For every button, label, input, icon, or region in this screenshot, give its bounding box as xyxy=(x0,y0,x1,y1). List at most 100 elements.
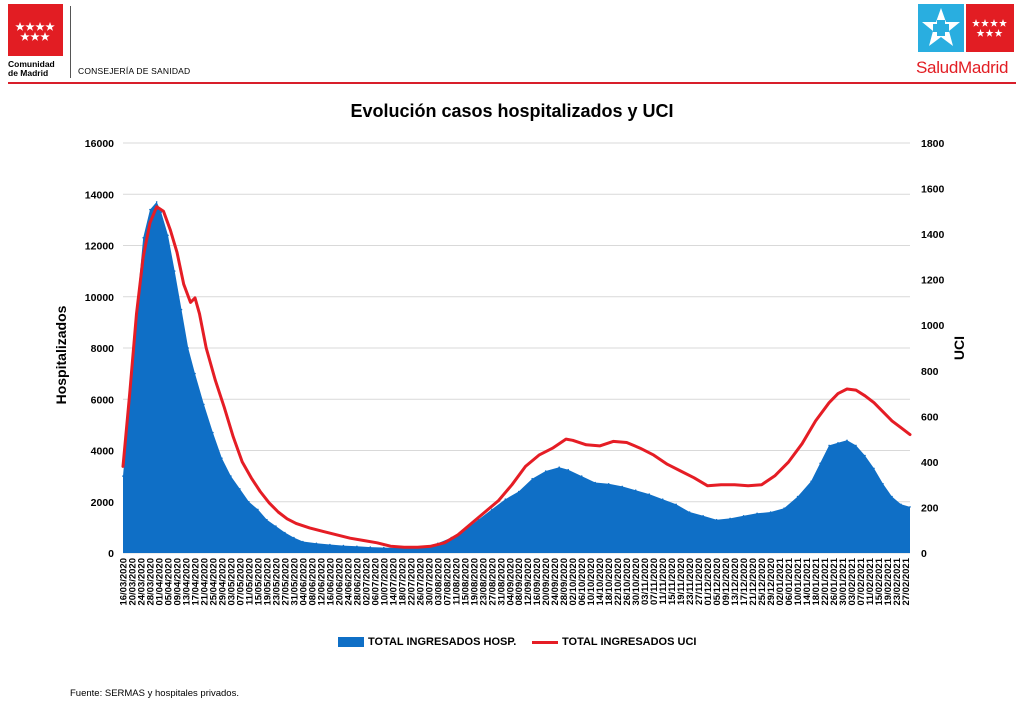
uci-point xyxy=(403,546,405,549)
hosp-point xyxy=(203,403,205,406)
hosp-point xyxy=(142,237,144,239)
uci-point xyxy=(470,522,473,525)
hosp-point xyxy=(729,517,731,520)
uci-point xyxy=(666,463,668,466)
x-tick-label: 16/09/2020 xyxy=(532,558,543,606)
y-tick-label: 8000 xyxy=(91,343,115,355)
hosp-point xyxy=(688,511,691,513)
x-tick-label: 23/08/2020 xyxy=(478,558,489,606)
uci-point xyxy=(900,426,902,429)
uci-point xyxy=(497,499,500,502)
hosp-point xyxy=(239,488,241,490)
uci-point xyxy=(169,228,171,231)
uci-point xyxy=(259,490,262,493)
brand-part2: Madrid xyxy=(957,58,1009,77)
x-tick-label: 11/11/2020 xyxy=(658,558,669,605)
hosp-point xyxy=(567,468,569,471)
uci-point xyxy=(223,406,225,409)
x-tick-label: 08/06/2020 xyxy=(307,558,318,606)
x-tick-label: 27/02/2021 xyxy=(901,557,912,605)
uci-point xyxy=(612,440,614,443)
hosp-point xyxy=(715,518,718,521)
x-tick-label: 06/01/2021 xyxy=(784,557,795,605)
x-tick-label: 19/08/2020 xyxy=(469,558,480,606)
x-tick-label: 02/01/2021 xyxy=(775,557,786,605)
uci-point xyxy=(155,206,158,208)
hosp-point xyxy=(517,490,520,493)
hosp-point xyxy=(275,525,277,527)
y-tick-label: 12000 xyxy=(85,241,114,253)
hosp-point xyxy=(594,481,596,484)
x-tick-label: 06/07/2020 xyxy=(370,558,381,606)
x-tick-label: 05/04/2020 xyxy=(163,558,174,606)
hosp-point xyxy=(212,431,214,434)
x-tick-label: 14/01/2021 xyxy=(802,557,813,605)
x-tick-label: 23/11/2020 xyxy=(685,558,696,605)
hosp-point xyxy=(230,475,232,477)
uci-point xyxy=(430,545,432,547)
hosp-point xyxy=(491,508,493,511)
uci-point xyxy=(182,283,185,286)
uci-point xyxy=(846,388,848,390)
x-tick-label: 15/11/2020 xyxy=(667,558,678,605)
uci-point xyxy=(774,474,776,477)
x-tick-label: 16/06/2020 xyxy=(325,558,336,606)
hosp-point xyxy=(315,542,318,545)
uci-point xyxy=(135,313,138,315)
uci-point xyxy=(693,477,695,479)
x-tick-label: 13/04/2020 xyxy=(181,558,192,606)
hosp-point xyxy=(284,531,286,534)
hosp-point xyxy=(810,480,812,483)
uci-point xyxy=(149,221,151,224)
x-tick-label: 06/10/2020 xyxy=(577,558,588,606)
legend-item-uci: TOTAL INGRESADOS UCI xyxy=(532,636,696,648)
hosp-point xyxy=(819,462,821,465)
x-tick-label: 23/02/2021 xyxy=(892,557,903,605)
x-tick-label: 14/07/2020 xyxy=(388,558,399,606)
x-tick-label: 01/04/2020 xyxy=(154,558,165,606)
x-tick-label: 20/06/2020 xyxy=(334,558,345,606)
x-tick-label: 07/08/2020 xyxy=(442,558,453,606)
x-tick-label: 21/12/2020 xyxy=(748,558,759,606)
x-tick-label: 20/09/2020 xyxy=(541,558,552,606)
uci-series xyxy=(121,205,912,549)
uci-point xyxy=(625,441,628,444)
uci-point xyxy=(277,511,280,513)
hosp-point xyxy=(621,485,623,488)
uci-point xyxy=(565,438,567,440)
x-tick-label: 07/05/2020 xyxy=(235,558,246,606)
x-tick-label: 27/11/2020 xyxy=(694,558,705,605)
x-tick-label: 29/04/2020 xyxy=(217,558,228,606)
uci-point xyxy=(598,445,601,447)
uci-point xyxy=(747,485,749,487)
hosp-point xyxy=(661,498,664,501)
x-tick-label: 22/10/2020 xyxy=(613,558,624,606)
salud-madrid-wordmark: SaludMadrid xyxy=(916,58,1008,78)
x-tick-label: 22/01/2021 xyxy=(820,557,831,605)
hosp-point xyxy=(221,457,223,460)
x-tick-label: 02/07/2020 xyxy=(361,558,372,606)
brand-part1: Salud xyxy=(916,58,958,77)
x-tick-label: 05/12/2020 xyxy=(712,558,723,606)
x-axis: 16/03/202020/03/202024/03/202028/03/2020… xyxy=(119,557,913,605)
x-tick-label: 18/07/2020 xyxy=(397,558,408,606)
header-rule xyxy=(8,82,1016,84)
uci-point xyxy=(457,534,459,536)
salud-madrid-logo: SaludMadrid xyxy=(916,2,1016,80)
org-name-line1: Comunidad xyxy=(8,59,55,69)
hosp-point xyxy=(769,511,772,513)
x-tick-label: 12/06/2020 xyxy=(316,558,327,606)
hosp-point xyxy=(837,442,839,444)
legend-label-uci: TOTAL INGRESADOS UCI xyxy=(562,636,697,648)
x-tick-label: 04/09/2020 xyxy=(505,558,516,606)
uci-point xyxy=(286,518,288,520)
hosp-area xyxy=(123,201,910,553)
hosp-point xyxy=(194,372,196,375)
legend-item-hosp: TOTAL INGRESADOS HOSP. xyxy=(338,636,516,648)
y2-tick-label: 1200 xyxy=(921,275,945,287)
x-tick-label: 25/12/2020 xyxy=(757,558,768,606)
x-tick-label: 27/05/2020 xyxy=(280,558,291,606)
hosp-point xyxy=(173,270,176,272)
legend-swatch-hosp xyxy=(338,637,364,647)
